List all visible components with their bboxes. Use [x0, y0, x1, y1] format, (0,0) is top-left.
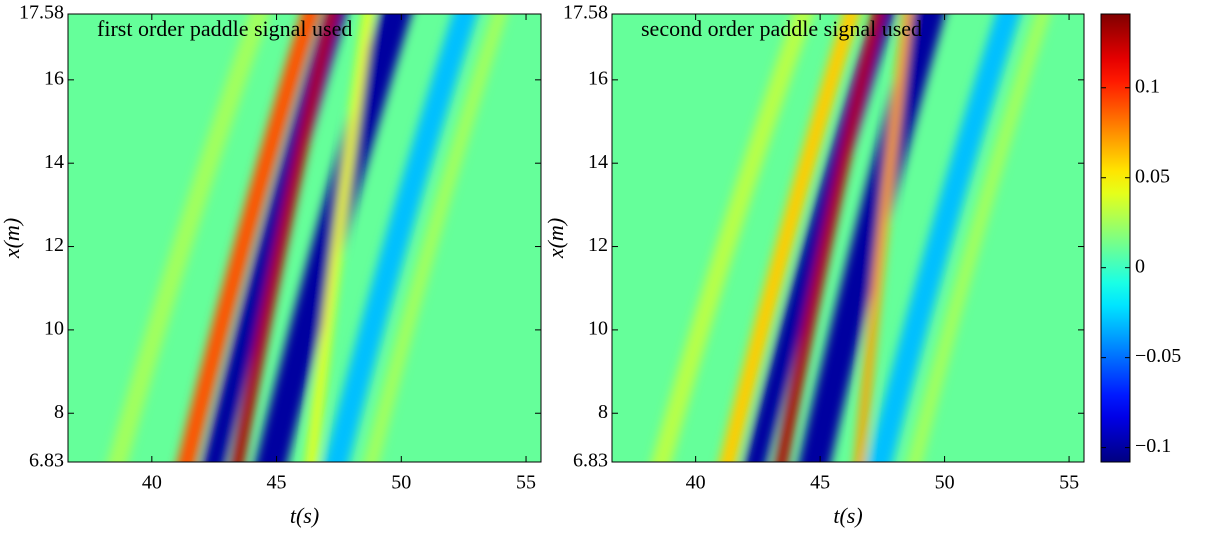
- stripe: [854, 14, 913, 462]
- x-tick-label: 55: [516, 472, 536, 494]
- y-axis-label: x(m): [543, 218, 568, 259]
- x-tick-label: 55: [1059, 472, 1079, 494]
- chart-title: second order paddle signal used: [641, 16, 922, 41]
- y-tick-label: 12: [44, 234, 64, 256]
- stripe: [107, 14, 270, 462]
- chart-title: first order paddle signal used: [97, 16, 352, 41]
- axes-frame: [67, 13, 542, 463]
- stripes: [651, 14, 1051, 462]
- colorbar: [1100, 13, 1131, 463]
- x-axis-label: t(s): [290, 503, 319, 528]
- y-tick-label: 6.83: [29, 450, 64, 472]
- x-tick-label: 50: [935, 472, 955, 494]
- y-tick-label: 8: [54, 401, 64, 423]
- stripe: [719, 14, 861, 462]
- colorbar-tick-label: 0: [1135, 255, 1145, 277]
- stripe: [324, 14, 478, 462]
- x-tick-label: 45: [267, 472, 287, 494]
- stripe: [363, 14, 508, 462]
- y-tick-label: 16: [44, 67, 64, 89]
- x-tick-label: 40: [142, 472, 162, 494]
- stripe: [177, 14, 320, 462]
- x-tick-label: 45: [810, 472, 830, 494]
- y-tick-label: 12: [588, 234, 608, 256]
- colorbar-tick-label: 0.1: [1135, 75, 1160, 97]
- x-axis-label: t(s): [833, 503, 862, 528]
- stripe: [775, 14, 884, 462]
- stripe: [255, 14, 412, 462]
- x-tick-label: 40: [686, 472, 706, 494]
- stripe: [651, 14, 814, 462]
- stripe: [231, 14, 338, 462]
- stripe: [907, 14, 1051, 462]
- stripes: [107, 14, 508, 462]
- y-tick-label: 8: [598, 401, 608, 423]
- axes-frame: [611, 13, 1085, 463]
- stripe: [798, 14, 946, 462]
- heatmap: [612, 14, 1084, 462]
- y-tick-label: 14: [44, 151, 64, 173]
- y-tick-label: 6.83: [573, 450, 608, 472]
- colorbar-tick-label: −0.1: [1135, 435, 1171, 457]
- x-tick-label: 50: [391, 472, 411, 494]
- y-tick-label: 14: [588, 151, 608, 173]
- y-tick-label: 10: [44, 317, 64, 339]
- stripe: [306, 14, 374, 462]
- heatmap: [68, 14, 541, 462]
- y-tick-label: 10: [588, 317, 608, 339]
- y-tick-label: 17.58: [563, 2, 608, 24]
- y-axis-label: x(m): [0, 218, 24, 259]
- colorbar-tick-label: −0.05: [1135, 345, 1181, 367]
- colorbar-tick-label: 0.05: [1135, 165, 1170, 187]
- y-tick-label: 16: [588, 67, 608, 89]
- stripe: [867, 14, 1021, 462]
- y-tick-label: 17.58: [19, 2, 64, 24]
